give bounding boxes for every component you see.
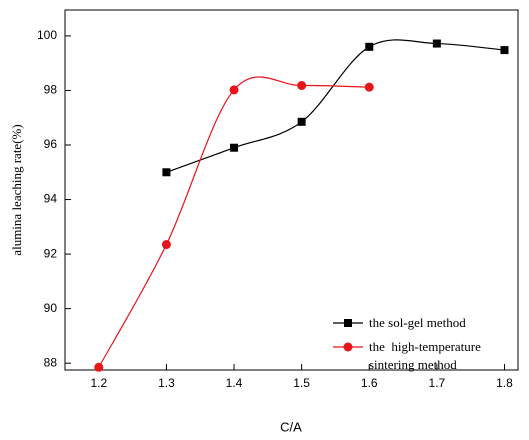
series-line <box>98 76 370 368</box>
x-tick-label: 1.7 <box>429 376 446 390</box>
y-tick-label: 88 <box>44 355 58 369</box>
data-point <box>500 46 509 55</box>
x-axis-label: C/A <box>280 419 302 434</box>
x-tick-label: 1.8 <box>496 376 513 390</box>
y-tick-label: 98 <box>44 83 58 97</box>
legend: the sol-gel method the high-temperature s… <box>333 314 523 380</box>
legend-marker <box>343 342 353 352</box>
data-point <box>432 39 441 48</box>
series-line <box>166 39 505 173</box>
legend-item: the sol-gel method <box>333 314 523 332</box>
x-tick-label: 1.3 <box>158 376 175 390</box>
y-tick-label: 100 <box>37 28 57 42</box>
x-tick-label: 1.2 <box>90 376 107 390</box>
data-point <box>94 362 104 372</box>
legend-label: the high-temperature sintering method <box>369 339 485 372</box>
legend-symbol <box>333 319 363 327</box>
legend-marker <box>344 319 352 327</box>
y-tick-label: 90 <box>44 301 58 315</box>
data-point <box>230 143 239 152</box>
data-point <box>161 240 171 250</box>
data-point <box>365 42 374 51</box>
x-tick-label: 1.6 <box>361 376 378 390</box>
legend-label: the sol-gel method <box>369 315 466 330</box>
x-tick-label: 1.4 <box>226 376 243 390</box>
data-point <box>162 168 171 177</box>
data-point <box>229 85 239 95</box>
y-tick-label: 92 <box>44 246 58 260</box>
data-point <box>364 82 374 92</box>
plot-frame <box>64 9 519 371</box>
y-axis-label: alumina leaching rate(%) <box>9 124 24 255</box>
y-tick-label: 96 <box>44 137 58 151</box>
legend-symbol <box>333 342 363 352</box>
x-tick-label: 1.5 <box>293 376 310 390</box>
data-point <box>297 81 307 91</box>
data-point <box>297 117 306 126</box>
legend-item: the high-temperature sintering method <box>333 338 523 374</box>
y-tick-label: 94 <box>44 192 58 206</box>
